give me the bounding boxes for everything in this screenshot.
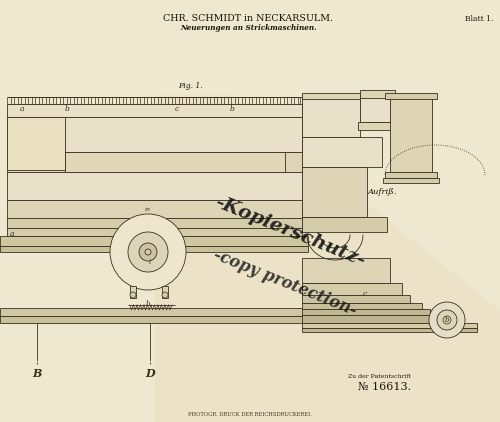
Bar [0, 236, 308, 246]
Bar [360, 97, 390, 122]
Text: Neuerungen an Strickmaschinen.: Neuerungen an Strickmaschinen. [180, 24, 316, 32]
Circle shape [162, 292, 168, 298]
Bar [7, 117, 65, 170]
Bar [7, 152, 302, 172]
Circle shape [130, 292, 136, 298]
Circle shape [437, 310, 457, 330]
Text: b: b [146, 300, 150, 308]
Bar [302, 97, 360, 137]
Polygon shape [155, 95, 500, 422]
Bar [130, 286, 136, 298]
Bar [302, 283, 402, 295]
Bar [302, 309, 430, 315]
Bar [302, 328, 477, 332]
Text: i: i [149, 258, 151, 266]
Bar [302, 217, 387, 232]
Circle shape [128, 232, 168, 272]
Bar [7, 172, 302, 200]
Bar [302, 258, 390, 283]
Text: b: b [230, 105, 235, 113]
Circle shape [139, 243, 157, 261]
Text: Fig. 1.: Fig. 1. [178, 82, 203, 90]
Bar [385, 172, 437, 178]
Text: Aufriß.: Aufriß. [368, 188, 398, 196]
Text: Blatt 1.: Blatt 1. [464, 15, 493, 23]
Bar [358, 122, 393, 130]
Bar [162, 286, 168, 298]
Bar [302, 93, 360, 99]
Text: -Kopierschutz-: -Kopierschutz- [212, 194, 368, 271]
Text: CHR. SCHMIDT in NECKARSULM.: CHR. SCHMIDT in NECKARSULM. [163, 14, 333, 23]
Bar [302, 303, 422, 309]
Text: c: c [363, 290, 367, 298]
Bar [302, 167, 367, 217]
Circle shape [110, 214, 186, 290]
Circle shape [145, 249, 151, 255]
Text: B: B [32, 368, 42, 379]
Bar [302, 137, 382, 167]
Bar [7, 200, 302, 218]
Bar [302, 315, 437, 323]
Text: a: a [20, 105, 24, 113]
Circle shape [429, 302, 465, 338]
Text: -copy protection-: -copy protection- [211, 246, 359, 319]
Text: № 16613.: № 16613. [358, 382, 412, 392]
Bar [0, 308, 308, 316]
Bar [302, 323, 477, 328]
Bar [7, 218, 302, 228]
Bar [65, 152, 285, 172]
Bar [383, 178, 439, 183]
Bar [390, 97, 432, 172]
Circle shape [443, 316, 451, 324]
Text: b: b [65, 105, 70, 113]
Text: a: a [10, 230, 14, 238]
Bar [7, 117, 302, 152]
Text: in: in [145, 207, 151, 212]
Text: c: c [175, 105, 179, 113]
Text: Zu der Patentschrift: Zu der Patentschrift [348, 374, 412, 379]
Bar [0, 246, 308, 252]
Text: b: b [445, 316, 449, 324]
Bar [360, 90, 395, 98]
Text: PHOTOGR. DRUCK DER REICHSDRUCKEREI.: PHOTOGR. DRUCK DER REICHSDRUCKEREI. [188, 412, 312, 417]
Bar [385, 93, 437, 99]
Bar [302, 295, 410, 303]
Bar [7, 228, 302, 236]
Bar [7, 104, 302, 117]
Bar [0, 316, 308, 323]
Text: D: D [145, 368, 155, 379]
